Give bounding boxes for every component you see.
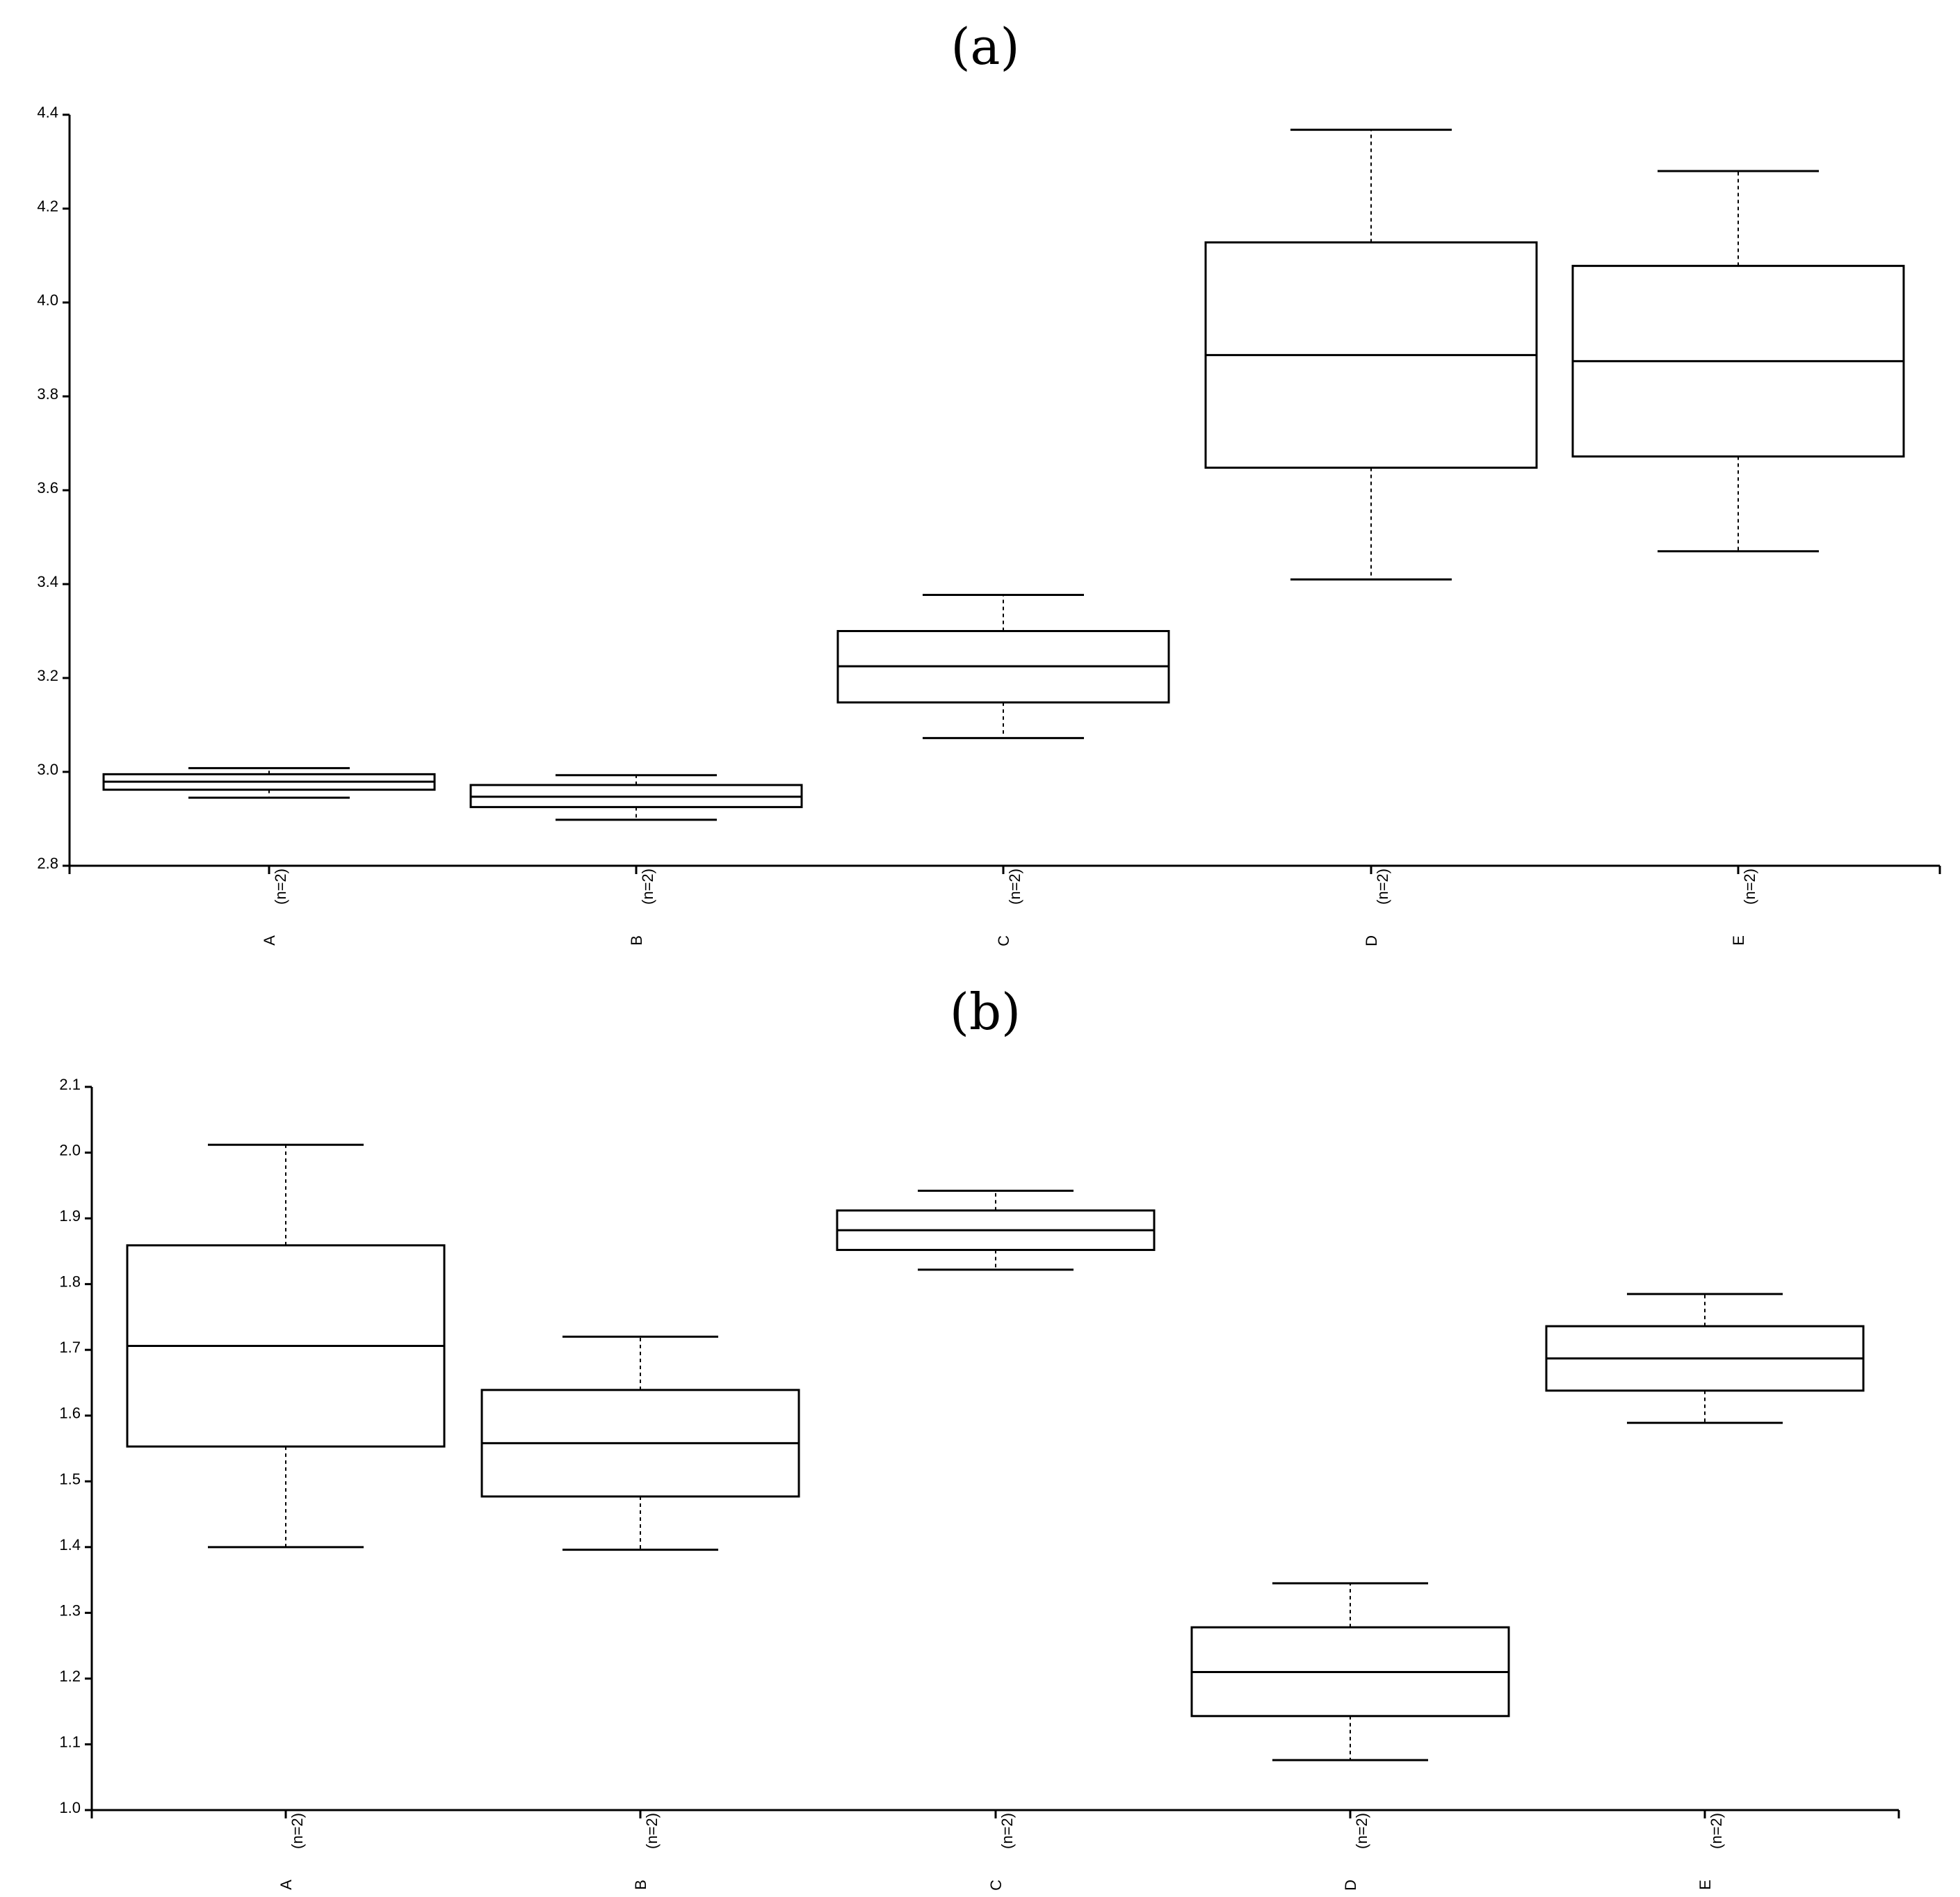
y-tick-label: 3.0 xyxy=(37,761,58,778)
count-label: (n=2) xyxy=(1708,1813,1725,1849)
category-label: D xyxy=(1342,1880,1359,1891)
count-label: (n=2) xyxy=(1353,1813,1370,1849)
count-label: (n=2) xyxy=(272,869,289,905)
y-tick-label: 1.0 xyxy=(59,1799,81,1816)
category-label: E xyxy=(1696,1880,1714,1890)
count-label: (n=2) xyxy=(1741,869,1758,905)
panel-a: (a) 2.8 3.0 3.2 3.4 3.6 3.8 4.0 4.2 4.4 A (n=2) B (n… xyxy=(37,17,1941,946)
y-tick-label: 1.8 xyxy=(59,1273,81,1291)
y-tick-label: 4.2 xyxy=(37,197,58,215)
panel-b: (b) 1.0 1.1 1.2 1.3 1.4 1.5 1.6 1.7 1.8 1.9 2.0 2.1… xyxy=(59,983,1900,1891)
y-tick-label: 2.1 xyxy=(59,1076,81,1093)
y-tick-label: 2.8 xyxy=(37,855,58,872)
count-label: (n=2) xyxy=(1006,869,1023,905)
count-label: (n=2) xyxy=(1374,869,1391,905)
y-tick-label: 3.4 xyxy=(37,573,58,590)
count-label: (n=2) xyxy=(289,1813,306,1849)
y-tick-label: 1.6 xyxy=(59,1405,81,1422)
y-tick-label: 4.0 xyxy=(37,291,58,309)
category-label: A xyxy=(277,1880,295,1890)
category-label: C xyxy=(995,935,1012,946)
y-tick-label: 1.1 xyxy=(59,1733,81,1750)
y-tick-label: 1.2 xyxy=(59,1668,81,1685)
panel-a-title: (a) xyxy=(950,17,1019,76)
count-label: (n=2) xyxy=(639,869,656,905)
count-label: (n=2) xyxy=(643,1813,661,1849)
y-tick-label: 1.5 xyxy=(59,1470,81,1487)
y-tick-label: 1.3 xyxy=(59,1601,81,1619)
category-label: E xyxy=(1730,935,1747,946)
category-label: A xyxy=(261,935,278,946)
count-label: (n=2) xyxy=(998,1813,1016,1849)
y-tick-label: 1.4 xyxy=(59,1536,81,1553)
y-tick-label: 4.4 xyxy=(37,104,58,121)
y-tick-label: 1.9 xyxy=(59,1207,81,1225)
category-label: C xyxy=(987,1880,1005,1891)
y-tick-label: 1.7 xyxy=(59,1339,81,1356)
category-label: B xyxy=(628,935,645,946)
y-tick-label: 3.8 xyxy=(37,385,58,403)
y-tick-label: 3.2 xyxy=(37,667,58,684)
y-tick-label: 2.0 xyxy=(59,1142,81,1159)
y-tick-label: 3.6 xyxy=(37,479,58,497)
panel-b-title: (b) xyxy=(950,983,1021,1041)
category-label: D xyxy=(1363,935,1380,946)
category-label: B xyxy=(632,1880,649,1890)
